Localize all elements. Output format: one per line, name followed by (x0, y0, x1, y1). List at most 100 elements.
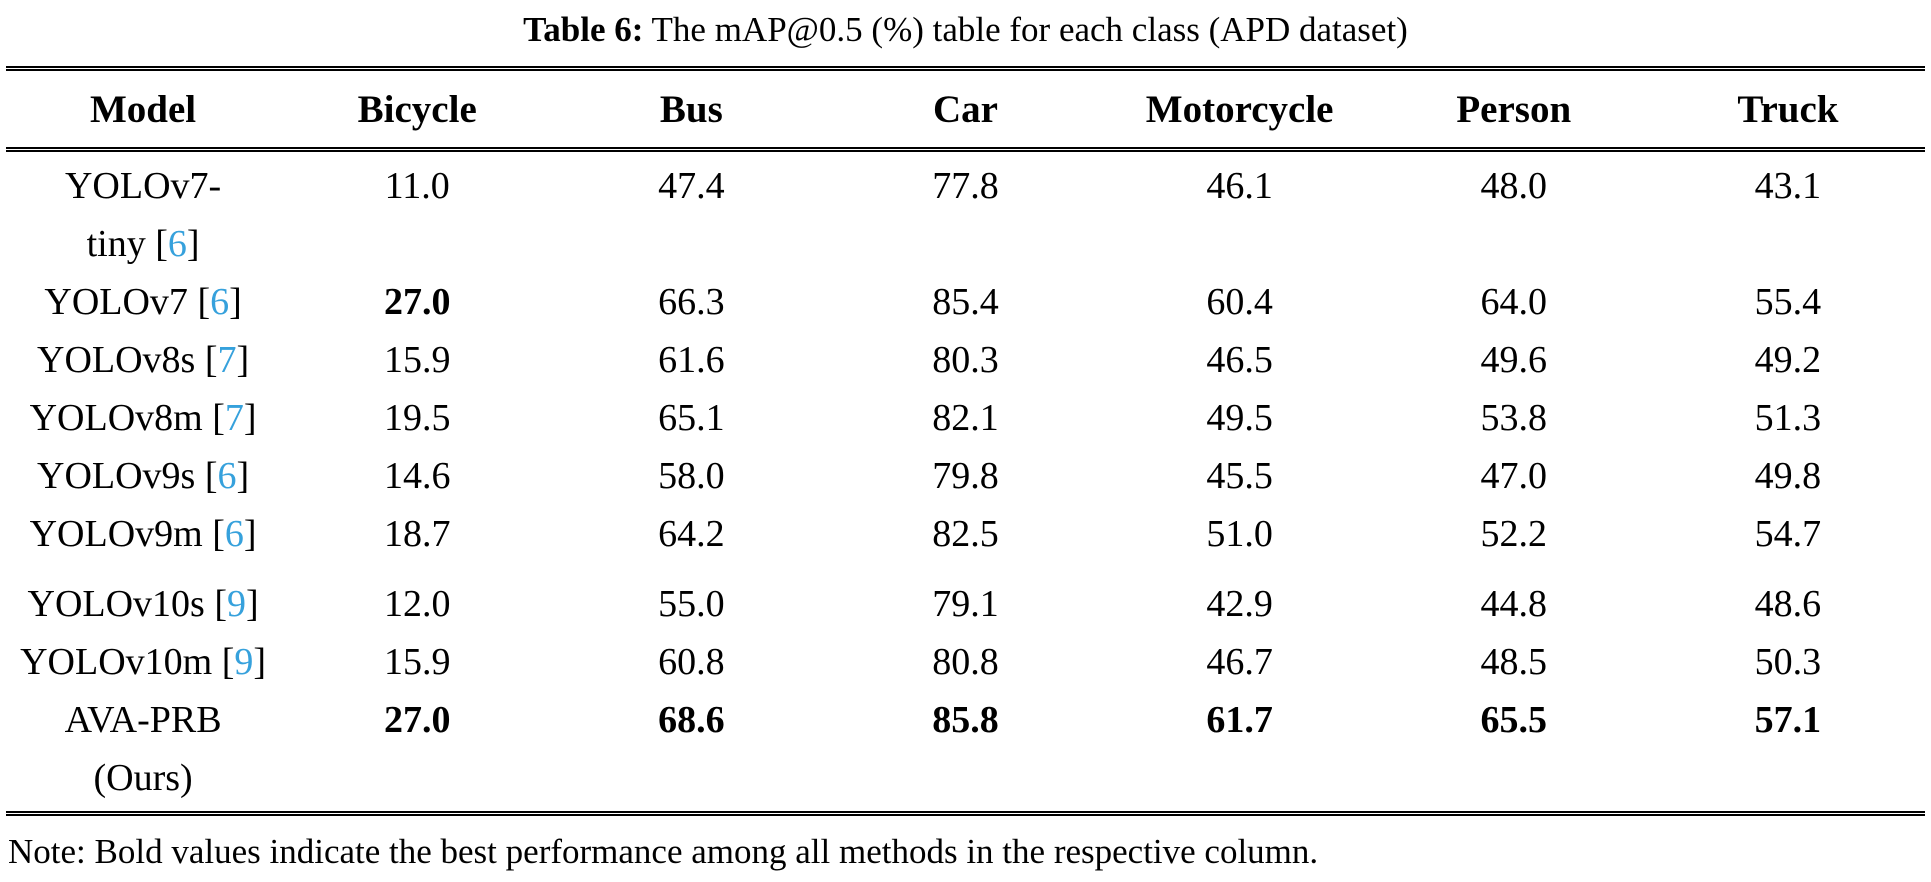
value-cell: 64.0 (1480, 281, 1548, 323)
value-cell: 79.1 (932, 583, 999, 625)
model-name-line1: YOLOv9s [6] (37, 455, 250, 497)
model-name-line1: YOLOv9m [6] (29, 513, 257, 555)
column-header-model: Model (6, 68, 281, 152)
value-cell: 79.8 (932, 455, 999, 497)
value-cell: 48.0 (1480, 165, 1548, 207)
table-row-yolov8s: YOLOv8s [7] 15.9 61.6 80.3 46.5 49.6 49.2 (6, 331, 1925, 389)
table-caption: Table 6: The mAP@0.5 (%) table for each … (6, 4, 1925, 56)
value-cell: 47.0 (1480, 455, 1548, 497)
citation-number: 9 (234, 641, 254, 683)
value-cell: 14.6 (383, 455, 451, 497)
citation-link[interactable]: [7] (204, 339, 250, 381)
table-caption-text: The mAP@0.5 (%) table for each class (AP… (651, 10, 1408, 49)
value-cell: 46.7 (1206, 641, 1273, 683)
value-cell: 15.9 (383, 339, 451, 381)
value-cell: 55.4 (1754, 281, 1822, 323)
value-cell: 85.4 (932, 281, 999, 323)
value-cell: 85.8 (932, 699, 999, 741)
citation-link[interactable]: [9] (214, 583, 259, 625)
value-cell: 46.5 (1206, 339, 1273, 381)
value-cell: 49.6 (1480, 339, 1548, 381)
value-cell: 80.3 (932, 339, 999, 381)
table-row-yolov7-tiny: YOLOv7- tiny [6] 11.0 47.4 77.8 46.1 48.0 43.1 (6, 150, 1925, 274)
citation-link[interactable]: [6] (204, 455, 250, 497)
table-row-yolov7: YOLOv7 [6] 27.0 66.3 85.4 60.4 64.0 55.4 (6, 273, 1925, 331)
value-cell: 66.3 (658, 281, 725, 323)
value-cell: 52.2 (1480, 513, 1548, 555)
citation-number: 6 (167, 223, 187, 265)
citation-number: 7 (224, 397, 244, 439)
value-cell: 77.8 (932, 165, 999, 207)
model-name-line2: (Ours) (93, 757, 193, 799)
table-row-yolov8m: YOLOv8m [7] 19.5 65.1 82.1 49.5 53.8 51.3 (6, 389, 1925, 447)
value-cell: 48.5 (1480, 641, 1548, 683)
model-cell: YOLOv9m [6] (6, 505, 280, 563)
model-name-line1: YOLOv7- (64, 165, 222, 207)
citation-link[interactable]: [7] (212, 397, 257, 439)
value-cell: 55.0 (658, 583, 725, 625)
column-header-motorcycle: Motorcycle (1102, 68, 1377, 152)
model-name-line1: YOLOv8s [7] (37, 339, 250, 381)
citation-link[interactable]: [6] (212, 513, 257, 555)
value-cell: 61.6 (658, 339, 725, 381)
value-cell: 11.0 (384, 165, 450, 207)
model-cell: YOLOv7 [6] (6, 273, 280, 331)
value-cell: 50.3 (1754, 641, 1822, 683)
table-caption-label: Table 6: (523, 10, 644, 49)
value-cell: 60.8 (658, 641, 725, 683)
value-cell: 15.9 (383, 641, 451, 683)
value-cell: 58.0 (658, 455, 725, 497)
model-cell: YOLOv8s [7] (6, 331, 280, 389)
model-cell: YOLOv9s [6] (6, 447, 280, 505)
value-cell: 27.0 (383, 699, 451, 741)
citation-link[interactable]: [6] (197, 281, 242, 323)
column-header-bicycle: Bicycle (280, 68, 555, 152)
value-cell: 65.5 (1480, 699, 1548, 741)
table-row-yolov9s: YOLOv9s [6] 14.6 58.0 79.8 45.5 47.0 49.8 (6, 447, 1925, 505)
value-cell: 65.1 (658, 397, 725, 439)
citation-number: 6 (217, 455, 237, 497)
value-cell: 48.6 (1754, 583, 1822, 625)
column-header-car: Car (828, 68, 1103, 152)
citation-number: 7 (217, 339, 237, 381)
citation-number: 6 (224, 513, 244, 555)
model-cell: YOLOv10m [9] (6, 633, 280, 691)
value-cell: 27.0 (383, 281, 451, 323)
column-header-truck: Truck (1650, 68, 1925, 152)
model-name-line2: tiny [6] (86, 223, 200, 265)
value-cell: 49.5 (1206, 397, 1273, 439)
value-cell: 45.5 (1206, 455, 1273, 497)
value-cell: 12.0 (383, 583, 451, 625)
table-row-ava-prb-ours: AVA-PRB (Ours) 27.0 68.6 85.8 61.7 65.5 57.1 (6, 691, 1925, 814)
citation-number: 9 (226, 583, 246, 625)
citation-link[interactable]: [6] (155, 223, 200, 265)
value-cell: 19.5 (383, 397, 451, 439)
value-cell: 43.1 (1754, 165, 1822, 207)
value-cell: 49.8 (1754, 455, 1822, 497)
citation-number: 6 (210, 281, 230, 323)
model-name-line1: AVA-PRB (64, 699, 222, 741)
column-header-person: Person (1376, 68, 1651, 152)
model-cell: AVA-PRB (Ours) (6, 691, 280, 814)
value-cell: 54.7 (1754, 513, 1822, 555)
table-row-yolov10s: YOLOv10s [9] 12.0 55.0 79.1 42.9 44.8 48.6 (6, 563, 1925, 633)
map-table: Model Bicycle Bus Car Motorcycle Person Truck … (6, 66, 1925, 816)
value-cell: 51.0 (1206, 513, 1273, 555)
table-header: Model Bicycle Bus Car Motorcycle Person Truck (6, 68, 1925, 152)
value-cell: 42.9 (1206, 583, 1273, 625)
value-cell: 82.5 (932, 513, 999, 555)
table-row-yolov10m: YOLOv10m [9] 15.9 60.8 80.8 46.7 48.5 50.3 (6, 633, 1925, 691)
citation-link[interactable]: [9] (221, 641, 267, 683)
value-cell: 82.1 (932, 397, 999, 439)
value-cell: 51.3 (1754, 397, 1822, 439)
column-header-bus: Bus (554, 68, 829, 152)
value-cell: 47.4 (658, 165, 725, 207)
value-cell: 49.2 (1754, 339, 1822, 381)
value-cell: 60.4 (1206, 281, 1273, 323)
model-cell: YOLOv8m [7] (6, 389, 280, 447)
table-body: YOLOv7- tiny [6] 11.0 47.4 77.8 46.1 48.0 43.1 Y… (6, 150, 1925, 814)
model-cell: YOLOv10s [9] (6, 563, 280, 633)
model-name-line1: YOLOv10m [9] (20, 641, 267, 683)
value-cell: 53.8 (1480, 397, 1548, 439)
